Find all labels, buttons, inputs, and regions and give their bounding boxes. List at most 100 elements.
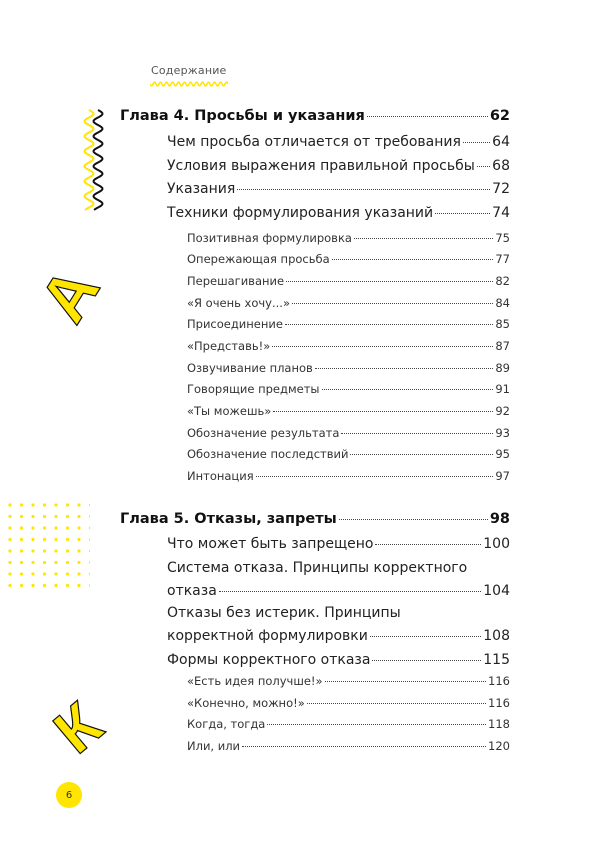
dot (77, 537, 81, 542)
toc-entry[interactable]: «Есть идея получше!» 116 (187, 674, 510, 688)
dot (65, 560, 70, 565)
toc-page-number: 118 (488, 717, 510, 731)
toc-page-number: 68 (492, 158, 510, 174)
dot-leader (353, 238, 494, 239)
dot (42, 583, 47, 588)
dot (42, 560, 47, 565)
toc-entry-title: Говорящие предметы (187, 382, 320, 396)
toc-entry[interactable]: Чем просьба отличается от требования 64 (167, 134, 510, 150)
toc-entry[interactable]: Интонация 97 (187, 469, 510, 483)
toc-page-number: 120 (488, 739, 510, 753)
dot (42, 537, 47, 542)
toc-entry[interactable]: «Конечно, можно!» 116 (187, 696, 510, 710)
dot (88, 572, 90, 576)
dot (88, 537, 90, 542)
toc-page-number: 98 (489, 511, 510, 527)
dot (88, 526, 90, 530)
dot (77, 514, 81, 519)
dot (19, 514, 24, 519)
toc-chapter[interactable]: Глава 4. Просьбы и указания 62 (120, 108, 510, 124)
letter-k-decoration: К (41, 689, 116, 767)
toc-page-number: 108 (483, 627, 510, 644)
dot (8, 514, 12, 519)
toc-page-number: 116 (488, 674, 510, 688)
letter-a-decoration: А (30, 255, 110, 335)
dot-leader (331, 259, 494, 260)
toc-chapter[interactable]: Глава 5. Отказы, запреты 98 (120, 511, 510, 527)
dot-grid-decoration (8, 503, 90, 588)
toc-entry[interactable]: Техники формулирования указаний 74 (167, 205, 510, 221)
toc-entry[interactable]: Озвучивание планов 89 (187, 361, 510, 375)
dot-leader (306, 703, 487, 704)
dot-leader (242, 746, 487, 747)
toc-entry[interactable]: корректной формулировки 108 (167, 628, 510, 644)
toc-entry[interactable]: Или, или 120 (187, 739, 510, 753)
toc-page-number: 77 (495, 252, 510, 266)
dot (42, 514, 47, 519)
toc-entry-title: Обозначение последствий (187, 447, 349, 461)
dot (77, 560, 81, 565)
dot (65, 583, 70, 588)
toc-entry[interactable]: Когда, тогда 118 (187, 717, 510, 731)
dot (88, 583, 90, 588)
toc-entry-title: Формы корректного отказа (167, 652, 371, 668)
toc-entry[interactable]: Указания 72 (167, 181, 510, 197)
toc-page-number: 95 (495, 447, 510, 461)
toc-entry[interactable]: Обозначение последствий 95 (187, 447, 510, 461)
dot (19, 583, 24, 588)
dot (8, 526, 12, 530)
toc-entry-title: Чем просьба отличается от требования (167, 134, 461, 150)
dot-leader (237, 189, 491, 190)
toc-entry[interactable]: Обозначение результата 93 (187, 426, 510, 440)
dot-leader (372, 660, 482, 661)
toc-entry[interactable]: Формы корректного отказа 115 (167, 652, 510, 668)
dot (19, 560, 24, 565)
toc-entry[interactable]: Что может быть запрещено 100 (167, 536, 510, 552)
dot-leader (366, 116, 488, 117)
dot-leader (321, 389, 494, 390)
toc-entry[interactable]: Условия выражения правильной просьбы 68 (167, 158, 510, 174)
toc-entry[interactable]: Говорящие предметы 91 (187, 382, 510, 396)
dot (54, 503, 58, 507)
dot (88, 560, 90, 565)
toc-entry[interactable]: отказа 104 (167, 583, 510, 599)
toc-page-number: 85 (495, 317, 510, 331)
toc-entry[interactable]: Позитивная формулировка 75 (187, 231, 510, 245)
dot-leader (284, 324, 494, 325)
dot (65, 503, 70, 507)
dot-leader (324, 681, 487, 682)
toc-page-number: 93 (495, 426, 510, 440)
dot (42, 549, 47, 553)
dot (8, 549, 12, 553)
toc-entry-line: Отказы без истерик. Принципы (167, 605, 401, 621)
toc-entry-title: Или, или (187, 739, 241, 753)
dot (54, 526, 58, 530)
toc-page-number: 116 (488, 696, 510, 710)
dot-leader (462, 142, 491, 143)
toc-entry[interactable]: Присоединение 85 (187, 317, 510, 331)
toc-entry-title: Глава 5. Отказы, запреты (120, 511, 337, 527)
dot (8, 572, 12, 576)
toc-entry[interactable]: «Ты можешь» 92 (187, 404, 510, 418)
toc-entry-title: «Я очень хочу...» (187, 296, 290, 310)
dot-leader (291, 303, 494, 304)
dot-leader (435, 213, 491, 214)
toc-page-number: 89 (495, 361, 510, 375)
dot (77, 583, 81, 588)
dot-leader (350, 454, 494, 455)
toc-entry[interactable]: Перешагивание 82 (187, 274, 510, 288)
toc-entry-title: «Представь!» (187, 339, 271, 353)
toc-page-number: 75 (495, 231, 510, 245)
dot (65, 549, 70, 553)
toc-page-number: 72 (492, 181, 510, 197)
toc-entry[interactable]: «Я очень хочу...» 84 (187, 296, 510, 310)
toc-page-number: 62 (489, 108, 510, 124)
toc-entry-title: Указания (167, 181, 236, 197)
dot (31, 503, 35, 507)
toc-entry[interactable]: «Представь!» 87 (187, 339, 510, 353)
dot (42, 572, 47, 576)
dot (54, 583, 58, 588)
toc-entry[interactable]: Опережающая просьба 77 (187, 252, 510, 266)
dot (88, 549, 90, 553)
dot-leader (476, 166, 491, 167)
